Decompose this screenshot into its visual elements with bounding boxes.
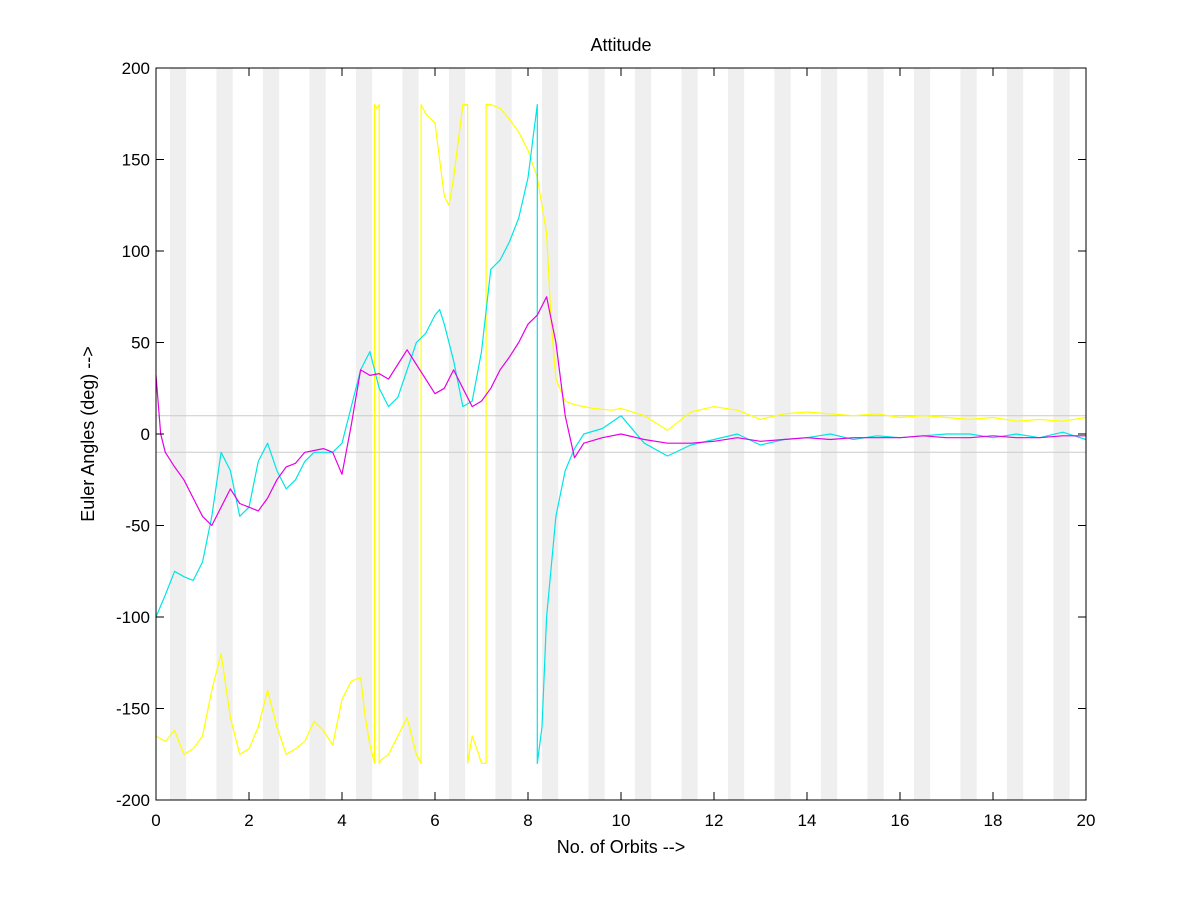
eclipse-band-8 xyxy=(541,68,559,800)
eclipse-band-3 xyxy=(309,68,326,800)
x-tick-label: 4 xyxy=(337,811,346,830)
eclipse-band-16 xyxy=(913,68,931,800)
eclipse-band-13 xyxy=(774,68,791,800)
eclipse-band-19 xyxy=(1053,68,1070,800)
eclipse-bands xyxy=(169,68,1070,800)
x-tick-label: 6 xyxy=(430,811,439,830)
x-tick-label: 0 xyxy=(151,811,160,830)
x-tick-label: 12 xyxy=(705,811,724,830)
eclipse-band-5 xyxy=(402,68,419,800)
y-axis-ticks: 200 150 100 50 0 -50 -100 -150 -200 xyxy=(116,59,1086,810)
x-tick-label: 10 xyxy=(612,811,631,830)
series-line-2 xyxy=(155,296,1086,527)
x-tick-label: 14 xyxy=(798,811,817,830)
y-axis-label: Euler Angles (deg) --> xyxy=(78,346,98,522)
y-tick-label: 50 xyxy=(131,334,150,353)
series-lines xyxy=(155,103,1087,765)
y-tick-label: 200 xyxy=(122,59,150,78)
y-tick-label: -50 xyxy=(125,517,150,536)
eclipse-band-2 xyxy=(262,68,280,800)
eclipse-band-7 xyxy=(495,68,512,800)
eclipse-band-0 xyxy=(169,68,187,800)
y-tick-label: 150 xyxy=(122,151,150,170)
x-tick-label: 16 xyxy=(891,811,910,830)
eclipse-band-10 xyxy=(634,68,652,800)
y-tick-label: -200 xyxy=(116,791,150,810)
x-axis-label: No. of Orbits --> xyxy=(557,837,686,857)
y-tick-label: -150 xyxy=(116,700,150,719)
y-tick-label: 100 xyxy=(122,242,150,261)
eclipse-band-9 xyxy=(588,68,605,800)
x-tick-label: 2 xyxy=(244,811,253,830)
eclipse-band-11 xyxy=(681,68,698,800)
x-tick-label: 18 xyxy=(984,811,1003,830)
y-tick-label: -100 xyxy=(116,608,150,627)
x-axis-ticks: 0 2 4 6 8 10 12 14 16 18 20 xyxy=(151,68,1095,830)
x-tick-label: 8 xyxy=(523,811,532,830)
series-line-0 xyxy=(155,103,1087,765)
eclipse-band-15 xyxy=(867,68,884,800)
eclipse-band-1 xyxy=(216,68,233,800)
y-tick-label: 0 xyxy=(141,425,150,444)
eclipse-band-6 xyxy=(448,68,466,800)
x-tick-label: 20 xyxy=(1077,811,1096,830)
chart-title: Attitude xyxy=(590,35,651,55)
eclipse-band-4 xyxy=(355,68,373,800)
